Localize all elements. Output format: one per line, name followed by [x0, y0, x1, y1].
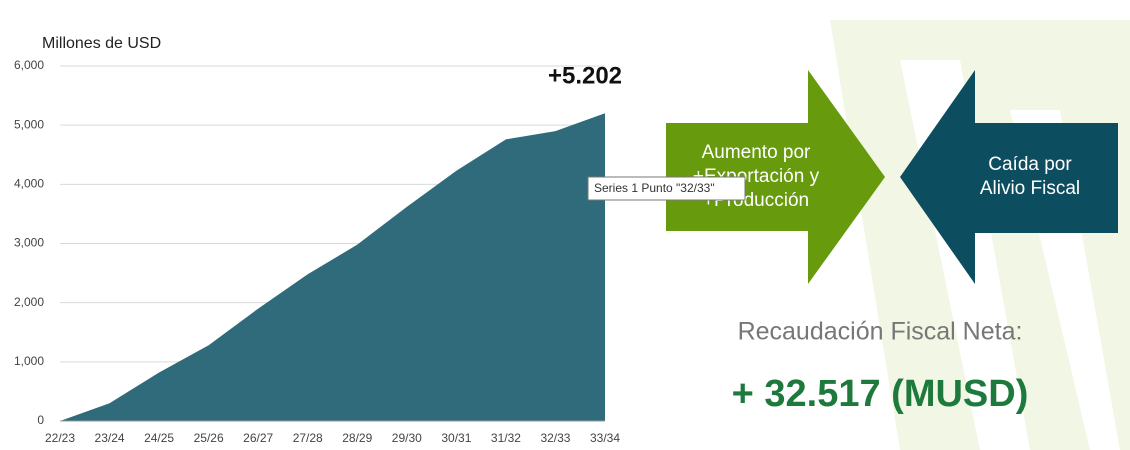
arrow-shape [666, 70, 885, 284]
y-tick-label: 4,000 [14, 177, 44, 191]
y-tick-label: 2,000 [14, 295, 44, 309]
tooltip-box [587, 176, 746, 201]
tooltip-text: Series 1 Punto "32/33" [594, 181, 715, 195]
arrow-line: Caída por [988, 154, 1072, 175]
x-tick-label: 25/26 [194, 431, 224, 445]
x-tick-label: 30/31 [441, 431, 471, 445]
y-tick-label: 6,000 [14, 58, 44, 72]
x-tick-label: 26/27 [243, 431, 273, 445]
area-chart: 0 1,000 2,000 3,000 4,000 5,000 6,000 22/23 23/2… [14, 58, 622, 445]
axis-label: Millones de USD [42, 35, 161, 52]
y-tick-label: 3,000 [14, 236, 44, 250]
net-value: + 32.517 (MUSD) [732, 373, 1029, 415]
x-tick-label: 31/32 [491, 431, 521, 445]
x-tick-label: 22/23 [45, 431, 75, 445]
increase-arrow: Aumento por +Exportación y +Producción [666, 70, 885, 284]
tooltip: Series 1 Punto "32/33" [587, 176, 746, 201]
arrow-line: Alivio Fiscal [980, 178, 1080, 199]
x-tick-label: 24/25 [144, 431, 174, 445]
x-tick-label: 32/33 [540, 431, 570, 445]
x-tick-label: 33/34 [590, 431, 620, 445]
area [60, 113, 605, 421]
x-tick-label: 27/28 [293, 431, 323, 445]
y-tick-label: 5,000 [14, 117, 44, 131]
x-tick-label: 29/30 [392, 431, 422, 445]
arrow-line: Aumento por [702, 142, 811, 163]
y-tick-label: 0 [37, 413, 44, 427]
arrow-shape [900, 70, 1118, 284]
data-label: +5.202 [548, 63, 622, 90]
net-label: Recaudación Fiscal Neta: [738, 318, 1023, 346]
y-tick-label: 1,000 [14, 354, 44, 368]
arrow-text: Caída por Alivio Fiscal [980, 154, 1080, 199]
x-tick-label: 28/29 [342, 431, 372, 445]
decrease-arrow: Caída por Alivio Fiscal [900, 70, 1118, 284]
x-tick-label: 23/24 [95, 431, 125, 445]
